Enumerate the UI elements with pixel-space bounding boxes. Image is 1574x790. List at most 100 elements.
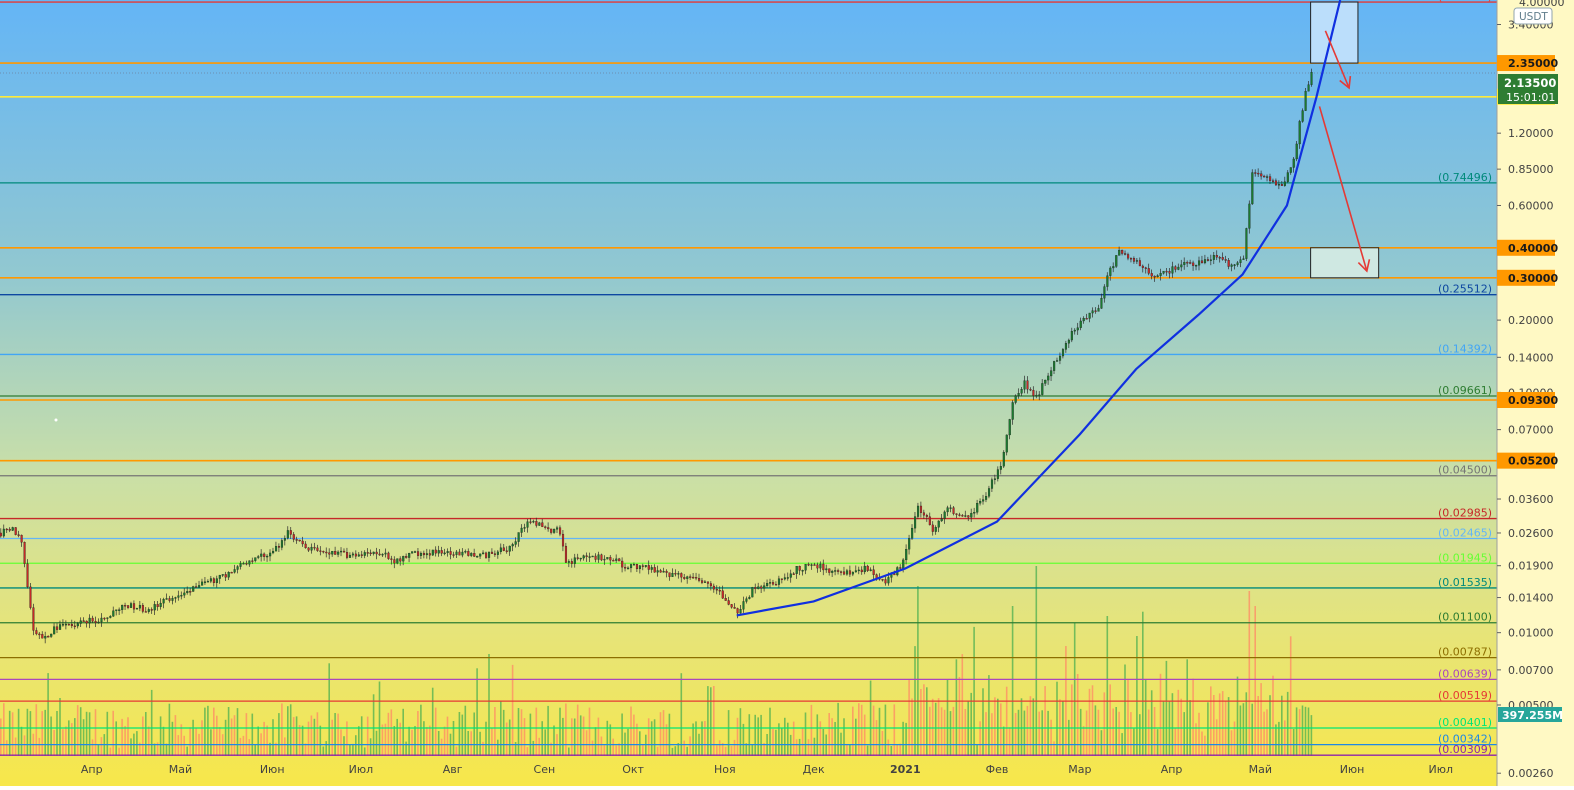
volume-bar (1053, 741, 1055, 756)
candle-body (1283, 181, 1286, 186)
volume-bar (532, 740, 535, 756)
volume-bar (1248, 591, 1251, 756)
candle-body (458, 551, 461, 556)
candle-body (372, 551, 375, 554)
candle-body (754, 587, 757, 589)
volume-bar (754, 714, 756, 756)
volume-bar (775, 729, 777, 756)
candle-body (369, 552, 372, 555)
volume-bar (1227, 697, 1230, 756)
candle-body (1263, 175, 1266, 178)
volume-bar (710, 687, 712, 756)
x-tick-label: Апр (81, 763, 103, 776)
parabolic-curve (736, 0, 1342, 617)
candle-body (792, 573, 795, 575)
candle-body (985, 496, 988, 500)
candle-body (1061, 349, 1065, 357)
candle-body (857, 569, 860, 572)
candle-body (698, 578, 701, 581)
x-tick-label: Сен (534, 763, 556, 776)
candle-body (828, 568, 831, 573)
volume-bar (387, 712, 390, 756)
x-tick-label: Ноя (714, 763, 736, 776)
candle-body (402, 556, 405, 562)
volume-bar (597, 717, 600, 756)
volume-bar (618, 743, 620, 756)
candle-body (881, 579, 884, 581)
volume-bar (1011, 606, 1014, 756)
candle-body (810, 564, 813, 566)
volume-bar (313, 718, 316, 756)
currency-badge[interactable]: USDT (1513, 7, 1553, 25)
volume-bar (224, 719, 227, 756)
candle-body (274, 546, 278, 552)
volume-bar (470, 731, 472, 756)
volume-bar (488, 654, 490, 756)
volume-bar (1147, 709, 1150, 756)
volume-bar (79, 707, 82, 756)
candle-body (979, 501, 982, 504)
candle-body (550, 528, 553, 533)
volume-bar (434, 707, 437, 756)
candle-body (922, 512, 926, 516)
candle-body (547, 527, 550, 530)
price-level-label: (0.00519) (1438, 689, 1492, 702)
candle-body (56, 626, 59, 630)
candle-body (955, 513, 958, 515)
volume-bar (124, 726, 126, 756)
candle-body (887, 577, 890, 584)
volume-bar (310, 715, 313, 756)
candle-body (1295, 143, 1298, 160)
volume-bar (1085, 710, 1088, 756)
volume-bar (47, 673, 49, 756)
candle-body (286, 530, 289, 539)
candle-body (23, 542, 26, 564)
candle-body (908, 538, 911, 550)
candle-body (304, 543, 307, 549)
volume-bar (118, 747, 120, 756)
volume-bar (716, 745, 718, 756)
plot-background (0, 0, 1497, 786)
candle-body (1277, 184, 1281, 186)
volume-bar (1236, 676, 1239, 756)
volume-bar (636, 723, 638, 756)
candle-body (1260, 173, 1263, 177)
candle-body (53, 626, 56, 635)
volume-bar (843, 718, 845, 756)
volume-bar (1124, 664, 1126, 756)
candle-body (218, 574, 221, 579)
volume-bar (106, 711, 109, 756)
candle-body (496, 551, 499, 555)
candle-body (272, 550, 275, 554)
volume-bar (668, 713, 671, 756)
candle-body (1115, 255, 1118, 267)
candle-body (325, 551, 328, 554)
candle-body (97, 621, 100, 624)
volume-bar (139, 742, 141, 756)
volume-bar (316, 712, 319, 756)
candle-body (162, 599, 165, 604)
candle-body (292, 534, 295, 540)
volume-bar (713, 686, 715, 756)
candle-body (813, 564, 816, 566)
price-level-label: (0.02465) (1438, 527, 1492, 540)
candle-body (1269, 176, 1272, 181)
volume-bar (1251, 703, 1253, 756)
candle-body (144, 611, 147, 613)
x-tick-label: Июн (260, 763, 285, 776)
candle-body (32, 607, 35, 631)
candle-body (67, 623, 70, 626)
price-level-label: (0.00787) (1438, 646, 1492, 659)
candle-body (254, 557, 257, 561)
candle-body (307, 547, 310, 551)
volume-bar (645, 734, 647, 756)
volume-bar (85, 711, 88, 756)
candle-body (659, 570, 662, 573)
candle-body (14, 527, 17, 535)
candle-body (289, 530, 292, 535)
volume-bar (53, 730, 55, 756)
volume-bar (878, 707, 881, 756)
volume-bar (461, 714, 464, 756)
